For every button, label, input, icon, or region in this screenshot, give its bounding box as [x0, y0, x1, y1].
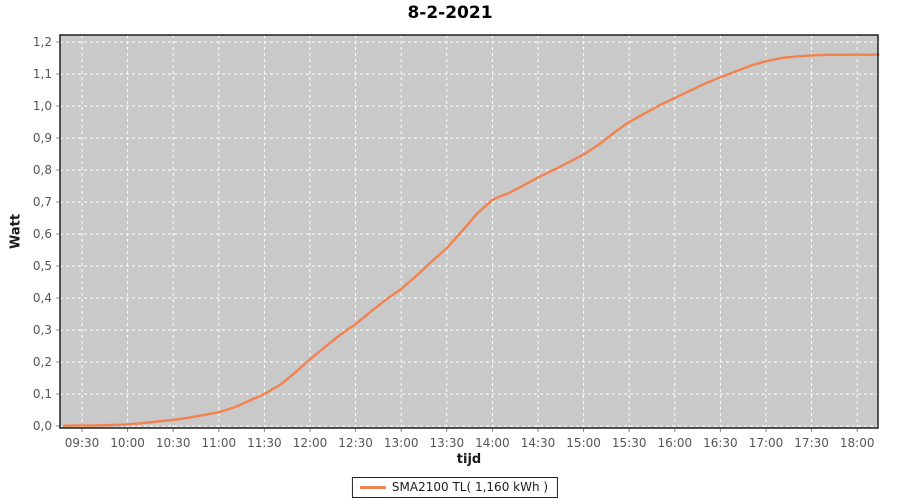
x-tick-label: 09:30 [65, 436, 100, 450]
x-tick-label: 13:00 [384, 436, 419, 450]
y-tick-label: 0,6 [33, 227, 52, 241]
x-tick-label: 15:30 [612, 436, 647, 450]
y-tick-label: 0,3 [33, 323, 52, 337]
legend-series-label: SMA2100 TL( 1,160 kWh ) [391, 480, 549, 494]
x-tick-label: 15:00 [566, 436, 601, 450]
x-tick-label: 11:00 [202, 436, 237, 450]
legend-series-swatch [359, 485, 386, 489]
y-tick-label: 0,0 [33, 419, 52, 433]
x-tick-label: 16:30 [703, 436, 738, 450]
y-tick-label: 0,7 [33, 195, 52, 209]
x-tick-label: 17:00 [749, 436, 784, 450]
x-axis-label: tijd [456, 452, 482, 467]
x-tick-label: 12:00 [293, 436, 328, 450]
y-tick-label: 1,1 [33, 67, 52, 81]
plot-background [60, 35, 878, 428]
x-tick-label: 14:00 [475, 436, 510, 450]
x-tick-label: 12:30 [338, 436, 373, 450]
x-tick-label: 16:00 [658, 436, 693, 450]
x-tick-label: 10:30 [156, 436, 191, 450]
x-tick-label: 17:30 [794, 436, 829, 450]
y-tick-label: 1,0 [33, 99, 52, 113]
y-tick-label: 0,5 [33, 259, 52, 273]
y-tick-label: 0,9 [33, 131, 52, 145]
y-tick-label: 0,8 [33, 163, 52, 177]
y-tick-label: 0,1 [33, 387, 52, 401]
x-tick-label: 11:30 [247, 436, 282, 450]
legend: SMA2100 TL( 1,160 kWh ) [351, 477, 559, 498]
y-axis-label: Watt [8, 213, 24, 250]
x-tick-label: 13:30 [430, 436, 465, 450]
y-tick-label: 0,4 [33, 291, 52, 305]
y-tick-label: 0,2 [33, 355, 52, 369]
series-line [62, 53, 880, 427]
y-tick-label: 1,2 [33, 35, 52, 49]
x-tick-label: 14:30 [521, 436, 556, 450]
plot-border [59, 34, 879, 429]
x-tick-label: 18:00 [840, 436, 875, 450]
chart-title: 8-2-2021 [407, 3, 493, 23]
x-tick-label: 10:00 [110, 436, 145, 450]
